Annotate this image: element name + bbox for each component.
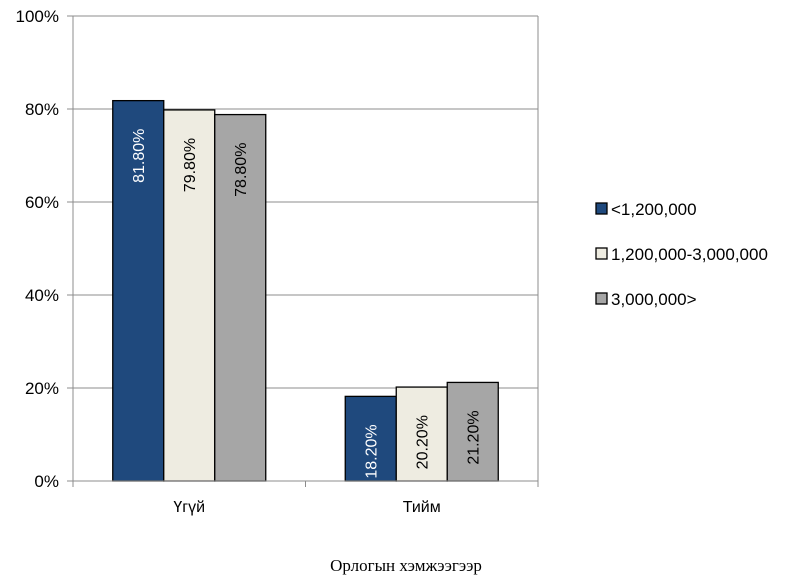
bar [446,381,499,482]
data-label: 81.80% [131,129,148,183]
legend-label: <1,200,000 [611,200,697,219]
y-tick-label: 20% [25,379,59,398]
y-tick-label: 80% [25,100,59,119]
axes: 0% 20% 40% 60% 80% 100% Үгүй Тийм [16,7,539,516]
legend: <1,200,000 1,200,000-3,000,000 3,000,000> [595,200,768,309]
bars: 81.80% 79.80% 78.80% 18.20% 20.20% 21.20% [112,99,499,482]
legend-label: 1,200,000-3,000,000 [611,245,768,264]
bar [214,113,267,482]
data-label: 78.80% [233,143,250,197]
y-tick-label: 40% [25,286,59,305]
x-tick-label: Тийм [403,499,441,516]
data-label: 18.20% [364,424,381,478]
y-tick-label: 0% [34,472,59,491]
bar [395,386,448,482]
legend-swatch [595,247,608,260]
x-tick-label: Үгүй [173,499,205,516]
legend-label: 3,000,000> [611,290,697,309]
data-label: 20.20% [415,415,432,469]
x-axis-title: Орлогын хэмжээгээр [330,556,482,575]
legend-swatch [595,292,608,305]
legend-swatch [595,202,608,215]
data-label: 79.80% [182,138,199,192]
data-label: 21.20% [466,410,483,464]
y-tick-label: 60% [25,193,59,212]
bar [112,99,165,482]
y-tick-label: 100% [16,7,59,26]
